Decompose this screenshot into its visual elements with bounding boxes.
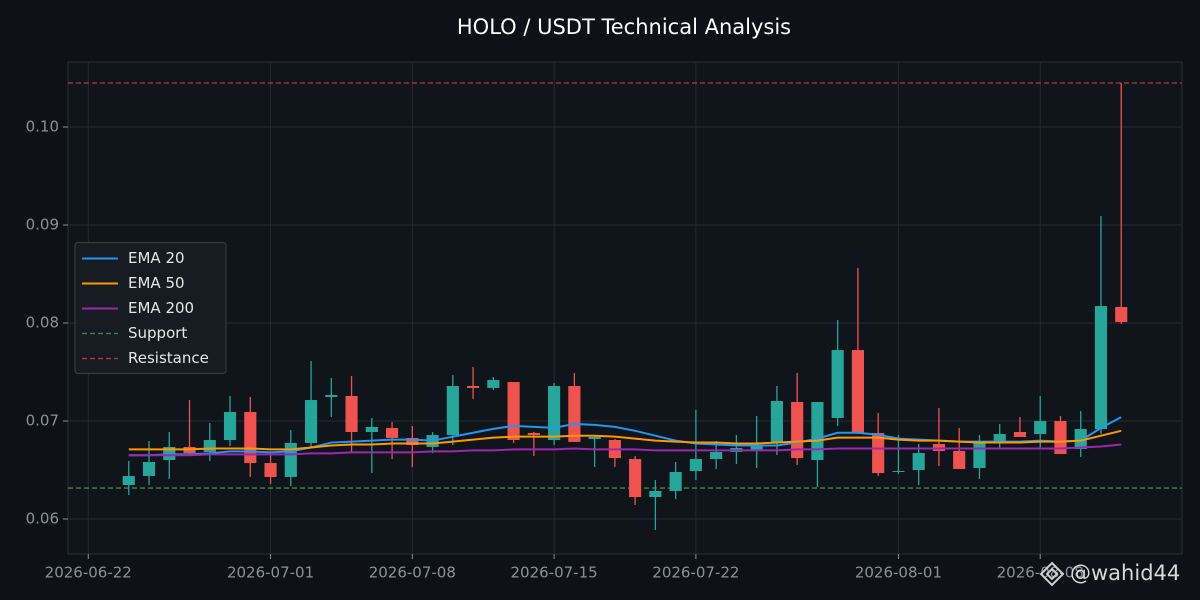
x-tick-label: 2026-07-22 [652, 564, 739, 582]
y-tick-label: 0.09 [26, 215, 59, 233]
legend-label: EMA 50 [128, 274, 185, 292]
candle-body [1054, 421, 1067, 455]
candle-body [649, 490, 662, 498]
candle-body [750, 445, 763, 451]
y-tick-label: 0.08 [26, 313, 59, 331]
candle-body [892, 470, 905, 472]
chart-title: HOLO / USDT Technical Analysis [457, 15, 791, 39]
legend-box [74, 242, 227, 374]
candle-body [122, 475, 135, 486]
watermark-icon [1039, 561, 1065, 587]
candle-body [912, 453, 925, 471]
x-tick-label: 2026-07-01 [227, 564, 314, 582]
candle-body [365, 426, 378, 432]
x-tick-label: 2026-06-22 [45, 564, 132, 582]
legend-label: EMA 200 [128, 299, 194, 317]
legend-label: Support [128, 324, 187, 342]
candle-body [1115, 307, 1128, 323]
plot-area [67, 61, 1183, 555]
candle-body [1013, 431, 1027, 437]
ema-line [128, 429, 1122, 451]
x-tick-label: 2026-08-01 [855, 564, 942, 582]
candle-body [304, 400, 318, 443]
candle-body [973, 440, 986, 469]
candle-body [669, 471, 682, 491]
x-tick-label: 2026-07-08 [369, 564, 456, 582]
candle-body [527, 432, 540, 436]
candle-body [588, 436, 601, 440]
candle-body [689, 459, 702, 471]
candle-body [811, 401, 824, 461]
candle-body [385, 427, 399, 438]
candle-body [568, 386, 581, 442]
candle-body [203, 440, 216, 452]
candle-body [1074, 429, 1087, 450]
y-tick-label: 0.07 [26, 412, 59, 430]
watermark: @wahid44 [1070, 561, 1180, 585]
candle-body [487, 380, 500, 388]
candle-body [345, 396, 358, 432]
candle-body [507, 381, 520, 441]
y-tick-label: 0.06 [26, 510, 59, 528]
candle-body [244, 411, 257, 464]
ema-line [128, 443, 1122, 457]
candle-body [851, 350, 865, 433]
candle-body [770, 401, 783, 442]
candle-body [548, 386, 561, 441]
candle-body [325, 395, 338, 397]
candle-body [791, 401, 804, 459]
candle-body [406, 437, 419, 446]
x-tick-label: 2026-08-08 [997, 564, 1084, 582]
candle-body [264, 463, 277, 477]
candle-body [993, 434, 1006, 443]
candle-body [1034, 421, 1047, 435]
candle-body [831, 350, 844, 418]
candle-body [223, 411, 237, 441]
candle-body [1094, 306, 1108, 430]
candle-body [467, 386, 480, 388]
watermark-logo [1039, 561, 1065, 587]
candle-body [710, 451, 723, 460]
candle-body [953, 450, 966, 470]
legend-label: Resistance [128, 349, 209, 367]
candle-body [872, 432, 885, 474]
y-tick-label: 0.10 [26, 117, 59, 135]
candle-body [629, 459, 642, 498]
candle-body [446, 386, 459, 436]
x-tick-label: 2026-07-15 [511, 564, 598, 582]
legend-label: EMA 20 [128, 249, 185, 267]
candle-body [142, 461, 156, 476]
